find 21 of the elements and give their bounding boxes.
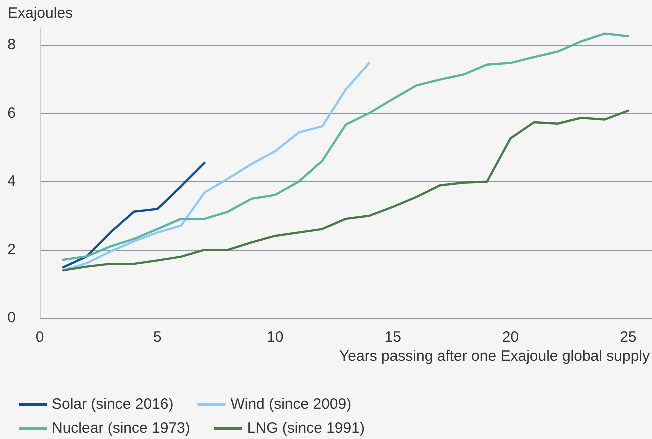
x-tick-label: 15	[384, 329, 402, 346]
y-tick-label: 4	[8, 173, 16, 190]
legend-label: Nuclear (since 1973)	[52, 420, 190, 437]
y-tick-label: 2	[8, 241, 16, 258]
line-series	[62, 32, 630, 262]
legend-label: LNG (since 1991)	[247, 420, 365, 437]
x-tick-label: 20	[502, 329, 520, 346]
line-series	[62, 110, 630, 272]
y-axis-title: Exajoules	[8, 5, 74, 22]
y-tick-label: 0	[8, 310, 16, 326]
legend-label: Wind (since 2009)	[230, 396, 352, 413]
line-series	[62, 162, 206, 269]
x-tick-label: 10	[267, 329, 284, 346]
x-tick-label: 25	[620, 329, 637, 346]
legend-label: Solar (since 2016)	[52, 396, 174, 413]
y-tick-label: 8	[8, 36, 16, 54]
line-series	[62, 62, 371, 272]
y-tick-label: 6	[8, 104, 16, 122]
x-axis-title: Years passing after one Exajoule global supply	[340, 348, 650, 365]
x-tick-label: 5	[154, 329, 162, 346]
x-tick-label: 0	[36, 329, 44, 346]
